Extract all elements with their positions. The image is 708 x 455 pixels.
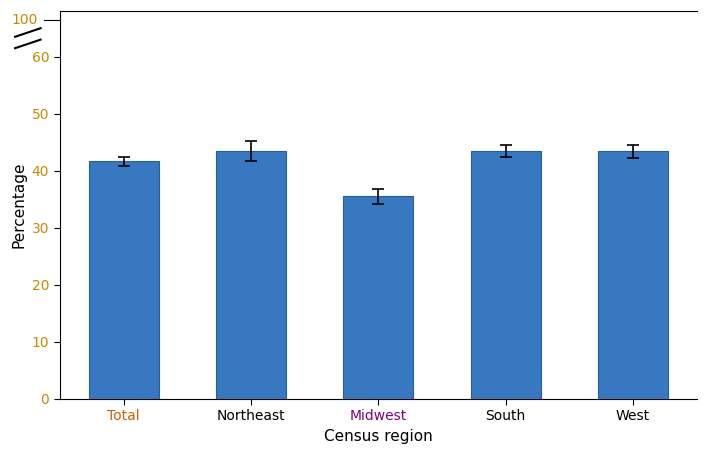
Text: 100: 100 [11, 13, 38, 27]
Bar [471, 151, 541, 399]
Bar [598, 152, 668, 399]
Bar [343, 197, 413, 399]
Y-axis label: Percentage: Percentage [11, 162, 26, 248]
Bar [216, 151, 286, 399]
Bar [88, 161, 159, 399]
X-axis label: Census region: Census region [324, 429, 433, 444]
